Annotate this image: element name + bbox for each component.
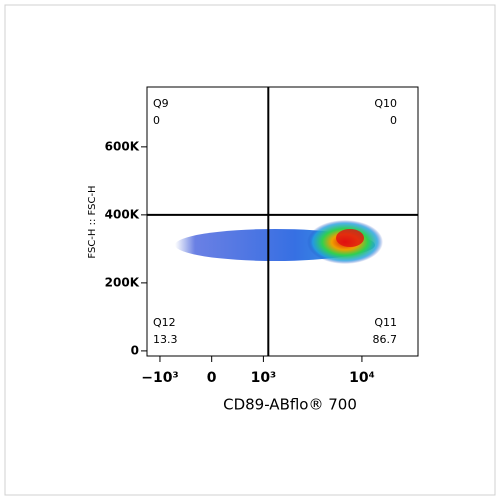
x-tick-label: 0 [207, 370, 217, 386]
y-tick-label: 600K [105, 139, 140, 153]
quadrant-name: Q9 [153, 97, 169, 110]
quadrant-value: 13.3 [153, 333, 178, 346]
quadrant-value: 0 [390, 114, 397, 127]
quadrant-name: Q10 [374, 97, 397, 110]
y-tick-label: 0 [131, 343, 139, 357]
quadrant-value: 0 [153, 114, 160, 127]
y-tick-label: 400K [105, 207, 140, 221]
y-tick-label: 200K [105, 275, 140, 289]
quadrant-name: Q12 [153, 316, 176, 329]
outer-border [4, 4, 496, 496]
plot-frame [146, 86, 419, 357]
density-cloud [175, 220, 383, 264]
x-tick-label: −10³ [141, 370, 178, 386]
y-axis-label: FSC-H :: FSC-H [87, 185, 98, 258]
quadrant-name: Q11 [374, 316, 397, 329]
quadrant-value: 86.7 [373, 333, 398, 346]
x-axis-label: CD89-ABflo® 700 [223, 396, 357, 414]
x-tick-label: 10³ [251, 370, 277, 386]
x-tick-label: 10⁴ [349, 370, 375, 386]
